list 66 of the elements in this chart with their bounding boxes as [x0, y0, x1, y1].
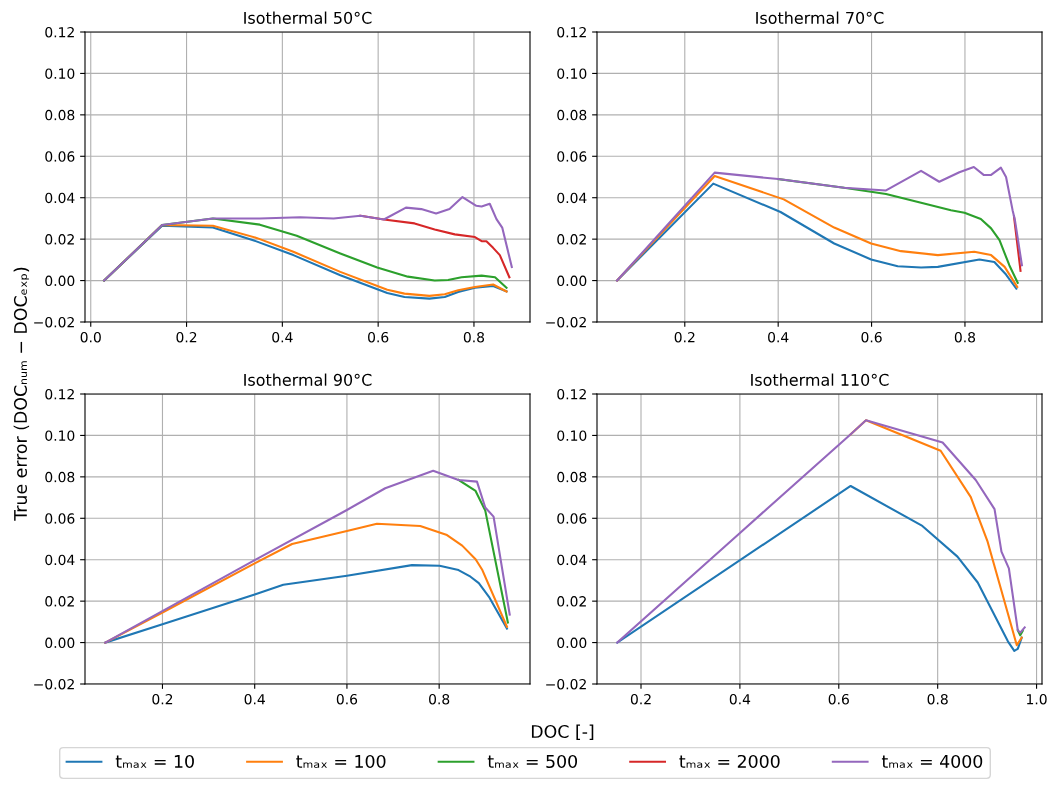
y-tick-label: 0.08 [557, 109, 587, 121]
x-tick-label: 0.2 [152, 693, 173, 705]
y-tick-label: 0.10 [45, 430, 75, 441]
x-axis-title: DOC [-] [531, 724, 594, 741]
y-tick-label: −0.02 [34, 678, 74, 690]
x-tick-label: 0.6 [828, 693, 849, 705]
chart-title: Isothermal 110°C [751, 373, 889, 386]
y-tick-label: 0.10 [45, 68, 75, 79]
legend-label: tₘₐₓ = 2000 [679, 754, 780, 769]
chart-title: Isothermal 50°C [244, 11, 372, 24]
y-tick-label: 0.06 [45, 513, 75, 524]
x-tick-label: 0.6 [336, 693, 358, 705]
chart-title: Isothermal 70°C [756, 11, 884, 24]
x-tick-label: 0.8 [927, 693, 948, 705]
y-tick-label: −0.02 [546, 316, 586, 328]
x-tick-label: 0.8 [429, 693, 450, 705]
y-tick-label: 0.08 [45, 109, 75, 121]
y-tick-label: 0.02 [45, 234, 74, 245]
x-tick-label: 0.2 [674, 331, 695, 343]
chart-title: Isothermal 90°C [244, 373, 372, 386]
x-tick-label: 0.4 [768, 331, 789, 343]
legend-label: tₘₐₓ = 10 [115, 754, 194, 769]
x-tick-label: 0.4 [729, 693, 751, 705]
line-series [104, 564, 508, 644]
legend-label: tₘₐₓ = 500 [487, 754, 578, 769]
y-tick-label: 0.00 [557, 637, 587, 649]
y-tick-label: 0.06 [45, 151, 75, 162]
y-tick-label: 0.12 [557, 26, 586, 38]
y-tick-label: 0.08 [557, 471, 587, 483]
y-tick-label: −0.02 [34, 316, 74, 328]
x-tick-label: 1.0 [1027, 693, 1047, 705]
y-tick-label: 0.02 [45, 596, 74, 607]
line-series [104, 469, 511, 644]
legend-label: tₘₐₓ = 100 [296, 754, 386, 769]
x-tick-label: 0.4 [272, 331, 293, 343]
x-tick-label: 0.2 [176, 331, 197, 343]
y-tick-label: 0.12 [45, 26, 74, 38]
y-tick-label: 0.02 [557, 596, 586, 607]
x-tick-label: 0.6 [368, 331, 389, 343]
y-tick-label: 0.04 [557, 192, 587, 204]
x-tick-label: 0.0 [80, 331, 101, 343]
y-tick-label: −0.02 [546, 678, 586, 690]
y-tick-label: 0.04 [45, 554, 75, 566]
legend-label: tₘₐₓ = 4000 [881, 754, 983, 769]
y-tick-label: 0.10 [557, 68, 587, 79]
y-tick-label: 0.08 [45, 471, 75, 483]
y-tick-label: 0.06 [557, 151, 587, 162]
y-tick-label: 0.00 [557, 275, 587, 287]
y-tick-label: 0.00 [45, 275, 75, 287]
y-axis-title: True error (DOCₙᵤₘ − DOCₑₓₚ) [13, 267, 30, 521]
line-series [457, 478, 509, 624]
y-tick-label: 0.12 [557, 388, 586, 400]
y-tick-label: 0.12 [45, 388, 74, 400]
y-tick-label: 0.04 [45, 192, 75, 204]
y-tick-label: 0.00 [45, 637, 75, 649]
x-tick-label: 0.4 [244, 693, 265, 705]
x-tick-label: 0.2 [630, 693, 651, 705]
line-series [103, 196, 513, 282]
x-tick-label: 0.8 [463, 331, 485, 343]
y-tick-label: 0.06 [557, 513, 587, 524]
x-tick-label: 0.6 [861, 331, 882, 343]
y-tick-label: 0.02 [557, 234, 586, 245]
line-series [616, 419, 1026, 644]
x-tick-label: 0.8 [954, 331, 976, 343]
y-tick-label: 0.10 [557, 430, 587, 441]
y-tick-label: 0.04 [557, 554, 587, 566]
